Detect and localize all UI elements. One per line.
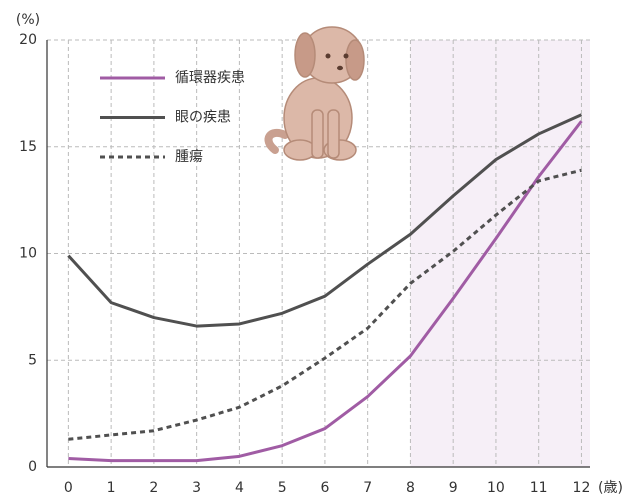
x-tick-label: 3 <box>192 480 201 496</box>
series-line <box>67 113 583 328</box>
x-tick-label: 11 <box>530 480 548 496</box>
series-line <box>68 168 582 441</box>
y-tick-label: 5 <box>28 352 37 368</box>
x-tick-label: 5 <box>278 480 287 496</box>
highlight-region <box>410 40 590 467</box>
y-tick-label: 0 <box>28 459 37 475</box>
y-tick-label: 10 <box>19 246 37 262</box>
legend-label: 腫瘍 <box>175 148 203 165</box>
x-tick-label: 0 <box>64 480 73 496</box>
y-tick-label: 15 <box>19 139 37 155</box>
x-unit: (歳) <box>598 480 623 496</box>
x-tick-label: 6 <box>320 480 329 496</box>
legend-label: 循環器疾患 <box>175 70 245 86</box>
x-tick-label: 9 <box>449 480 458 496</box>
x-tick-label: 12 <box>573 480 591 496</box>
x-tick-label: 1 <box>107 480 116 496</box>
x-tick-label: 7 <box>363 480 372 496</box>
x-tick-label: 4 <box>235 480 244 496</box>
legend-label: 眼の疾患 <box>175 110 231 126</box>
y-tick-label: 20 <box>19 32 37 48</box>
x-tick-label: 10 <box>487 480 505 496</box>
x-tick-label: 8 <box>406 480 415 496</box>
series-line <box>68 120 583 463</box>
dog-illustration <box>264 26 365 161</box>
x-tick-label: 2 <box>149 480 158 496</box>
y-unit: (%) <box>16 12 40 28</box>
